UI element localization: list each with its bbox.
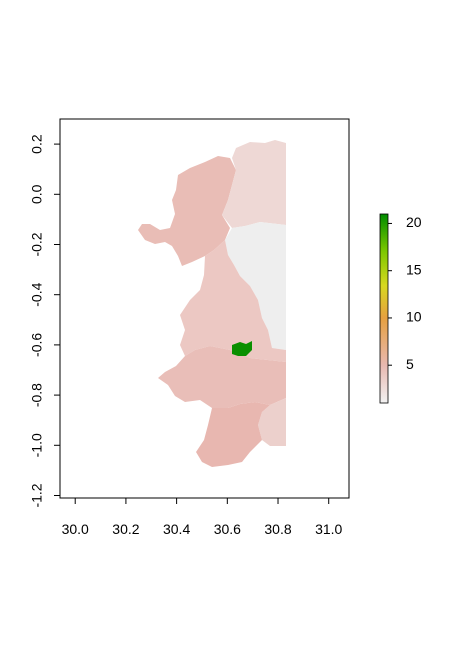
plot-frame xyxy=(59,118,350,499)
y-tick-label: -1.2 xyxy=(29,483,45,507)
region-central xyxy=(180,240,286,362)
x-tick-label: 30.2 xyxy=(112,521,139,537)
region-south-east xyxy=(258,398,286,446)
region-highlight xyxy=(232,341,252,356)
x-tick-label: 30.4 xyxy=(163,521,190,537)
y-tick-label: 0.2 xyxy=(29,134,45,154)
map-regions xyxy=(138,140,286,467)
legend-tick-label: 15 xyxy=(406,261,422,277)
legend-tick-label: 10 xyxy=(406,309,422,325)
region-south xyxy=(158,346,286,408)
region-north-west xyxy=(138,156,236,266)
y-tick-label: -0.2 xyxy=(29,232,45,256)
legend-tick-label: 5 xyxy=(406,356,414,372)
region-east xyxy=(225,222,286,350)
x-tick-label: 30.6 xyxy=(214,521,241,537)
region-south-tip xyxy=(196,402,270,467)
y-tick-label: -0.4 xyxy=(29,282,45,306)
legend-ticks: 5 10 15 20 xyxy=(388,214,422,372)
y-tick-label: -1.0 xyxy=(29,433,45,457)
x-tick-label: 31.0 xyxy=(315,521,342,537)
color-legend: 5 10 15 20 xyxy=(379,213,422,404)
y-axis: 0.2 0.0 -0.2 -0.4 -0.6 -0.8 -1.0 -1.2 xyxy=(29,134,60,508)
x-tick-label: 30.0 xyxy=(62,521,89,537)
y-tick-label: 0.0 xyxy=(29,184,45,204)
legend-tick-label: 20 xyxy=(406,214,422,230)
y-tick-label: -0.6 xyxy=(29,333,45,357)
y-tick-label: -0.8 xyxy=(29,383,45,407)
x-axis: 30.0 30.2 30.4 30.6 30.8 31.0 xyxy=(62,498,343,537)
x-tick-label: 30.8 xyxy=(264,521,291,537)
legend-color-bar xyxy=(379,213,389,404)
region-north-east xyxy=(222,140,286,228)
